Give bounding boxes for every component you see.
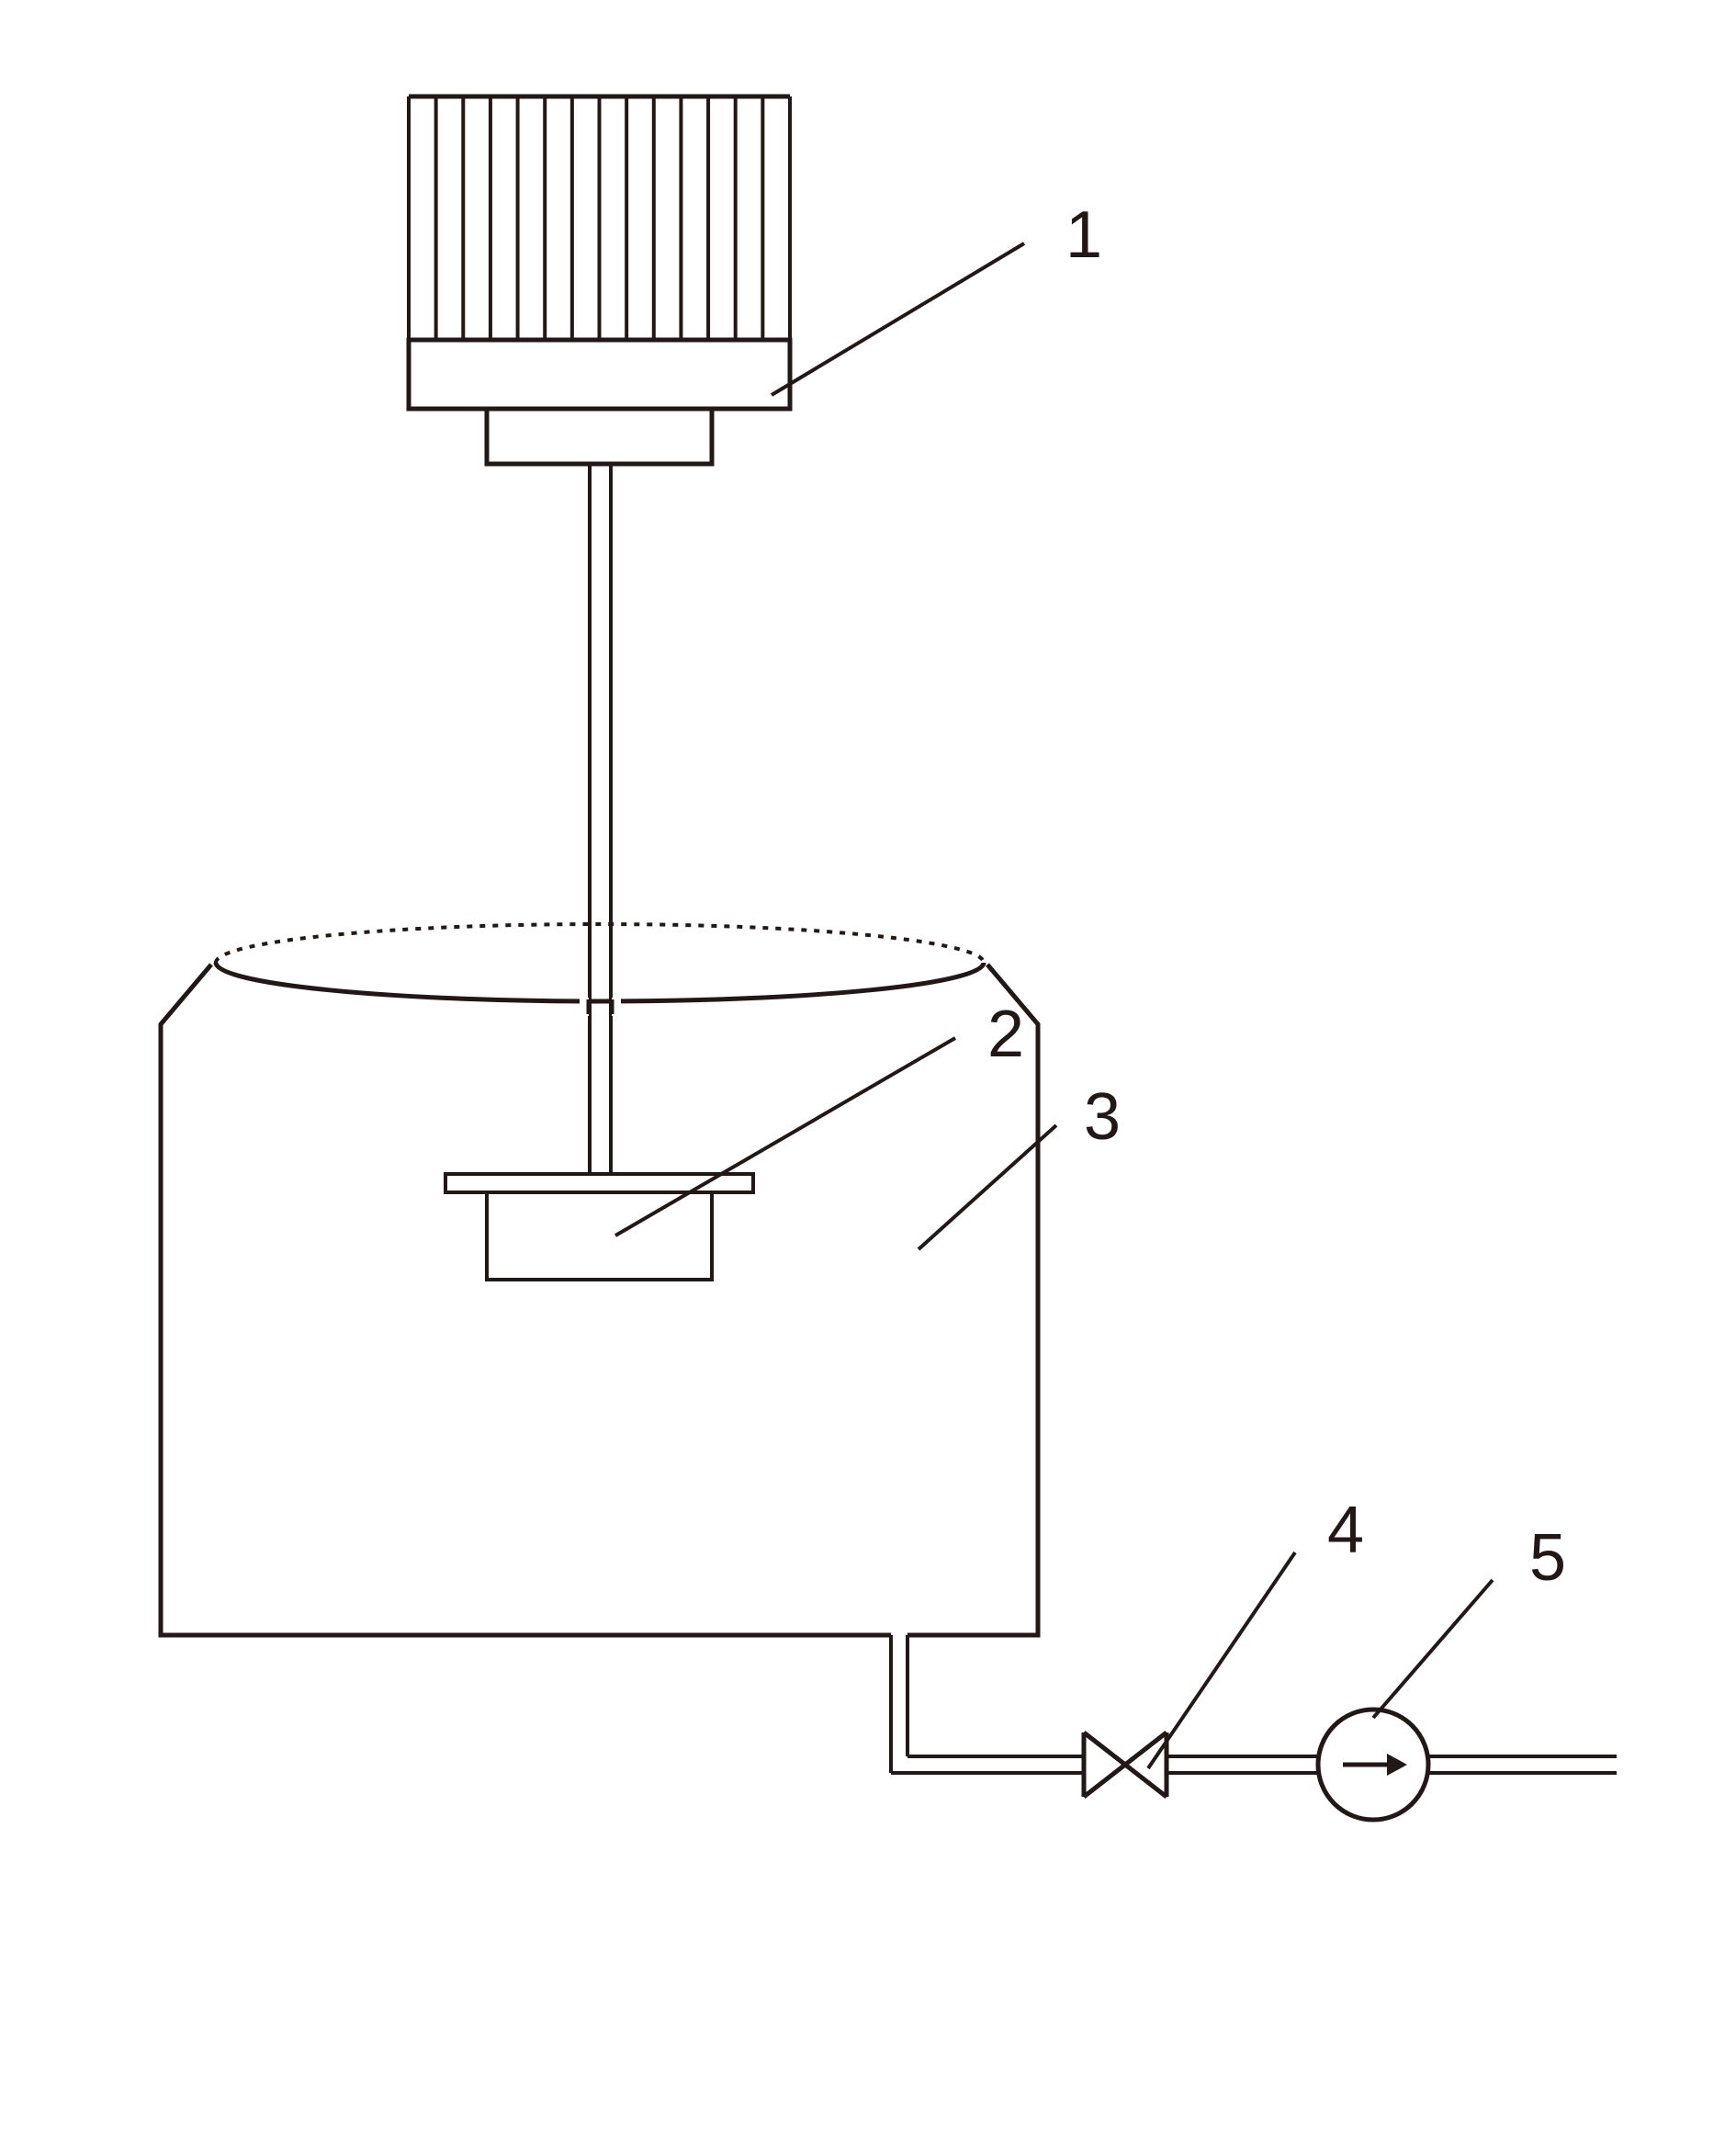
callout-label-5: 5	[1529, 1520, 1566, 1596]
callout-label-2: 2	[987, 997, 1024, 1072]
callout-label-1: 1	[1065, 198, 1102, 273]
apparatus-diagram	[0, 0, 1736, 2133]
callout-label-3: 3	[1084, 1079, 1121, 1155]
callout-label-4: 4	[1327, 1493, 1364, 1568]
